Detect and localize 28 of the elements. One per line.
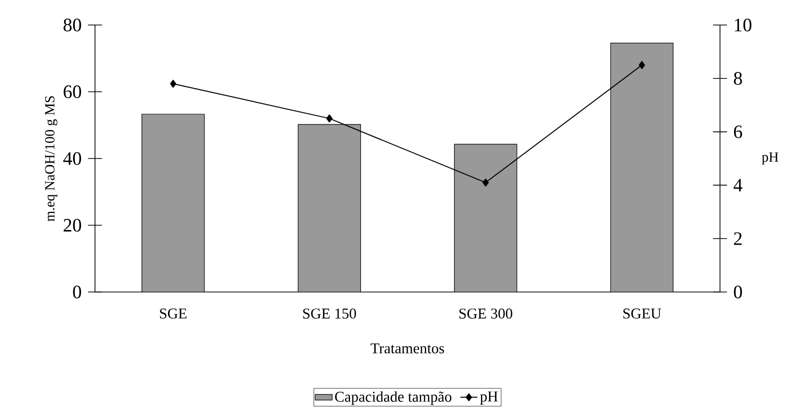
legend-label: Capacidade tampão [335,391,452,405]
y-tick-label: 60 [64,85,82,98]
bar [454,144,518,292]
y2-tick-label: 2 [734,232,742,245]
bar [610,42,674,292]
y-tick-label: 80 [64,18,82,32]
point [170,80,176,88]
point [482,178,489,187]
point [638,61,646,70]
x-tick-label: SGEU [623,308,662,319]
y-tick-label: 40 [63,152,82,165]
bar [142,114,205,292]
y2-axis-title: pH [762,152,778,165]
point [326,114,333,122]
y2-tick-label: 10 [734,18,752,32]
x-tick-label: SGE [160,308,186,319]
bar [298,124,361,292]
y2-tick-label: 0 [734,286,742,298]
y-tick-label: 0 [73,286,82,298]
legend-label: pH [480,392,498,405]
y-axis-title: m.eq NaOH/100 g MS [45,96,58,222]
y-tick-label: 20 [64,218,82,232]
y2-tick-label: 4 [734,178,742,192]
y2-tick-label: 8 [734,72,742,85]
x-tick-label: SGE 300 [459,308,512,319]
x-axis-title: Tratamentos [370,343,444,354]
x-tick-label: SGE 150 [303,308,356,319]
y2-tick-label: 6 [734,125,742,138]
